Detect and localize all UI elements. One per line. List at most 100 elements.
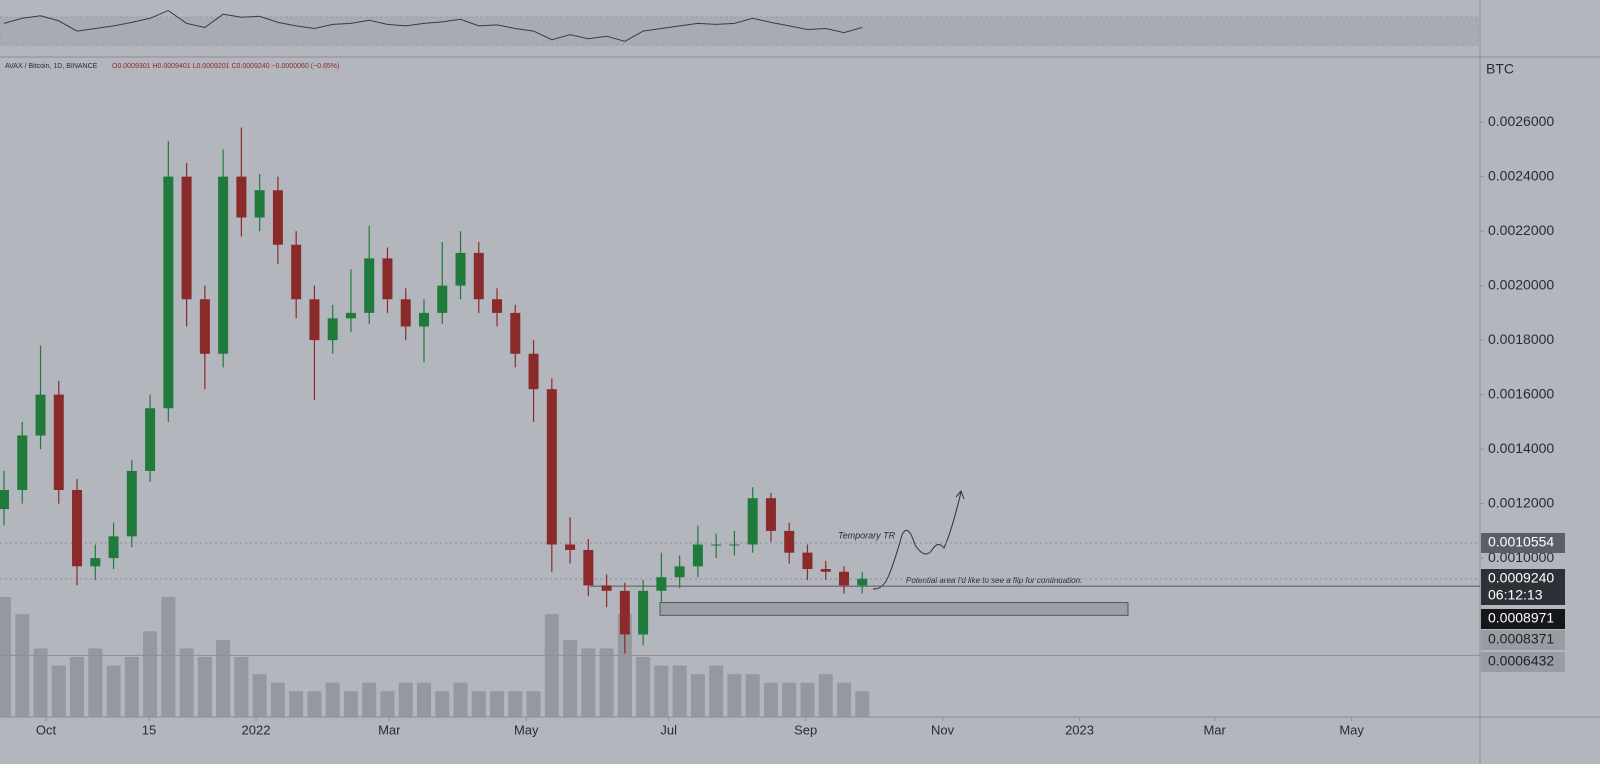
candle-body — [72, 490, 83, 567]
x-tick-label: 2023 — [1065, 722, 1094, 737]
x-tick-label: Mar — [378, 722, 401, 737]
candle-body — [272, 190, 283, 245]
candle-body — [838, 571, 849, 586]
volume-bar — [599, 648, 614, 717]
volume-bar — [800, 682, 815, 717]
candle-body — [437, 285, 448, 313]
candle-body — [236, 176, 247, 218]
volume-bar — [0, 597, 11, 717]
price-label-box — [1481, 652, 1565, 672]
annotation: Temporary TR — [838, 530, 896, 540]
volume-bar — [15, 614, 30, 717]
candle-body — [364, 258, 375, 313]
candle-body — [345, 312, 356, 319]
volume-bar — [563, 639, 578, 717]
x-tick-label: 2022 — [242, 722, 271, 737]
volume-bar — [782, 682, 797, 717]
candle-body — [126, 470, 137, 537]
candle-body — [674, 566, 685, 578]
volume-bar — [526, 691, 541, 717]
countdown-box — [1481, 587, 1565, 605]
candle-body — [0, 490, 9, 510]
candle-body — [163, 176, 174, 409]
volume-bar — [88, 648, 103, 717]
volume-bar — [143, 631, 158, 717]
candle-body — [199, 299, 210, 354]
candle-body — [765, 498, 776, 531]
volume-bar — [763, 682, 778, 717]
volume-bar — [617, 614, 632, 717]
volume-bar — [216, 639, 231, 717]
flip-zone — [659, 602, 1129, 616]
unit-label: BTC — [1486, 61, 1514, 77]
rsi-band — [0, 16, 1479, 46]
volume-bar — [416, 682, 431, 717]
candle-body — [857, 578, 868, 586]
candle-body — [546, 389, 557, 545]
candle-body — [820, 569, 831, 572]
y-tick-label: 0.0024000 — [1488, 167, 1554, 183]
candle-body — [528, 353, 539, 390]
symbol: AVAX / Bitcoin, 1D, BINANCE — [5, 63, 98, 70]
countdown: 06:12:13 — [1488, 587, 1543, 603]
volume-bar — [636, 657, 651, 717]
y-tick-label: 0.0018000 — [1488, 331, 1554, 347]
volume-bar — [33, 648, 48, 717]
volume-bar — [124, 657, 139, 717]
x-tick-label: Jul — [660, 722, 677, 737]
y-tick-label: 0.0014000 — [1488, 440, 1554, 456]
volume-bar — [70, 657, 85, 717]
volume-bar — [325, 682, 340, 717]
candle-body — [784, 530, 795, 553]
volume-bar — [51, 665, 66, 717]
price-label: 0.0010554 — [1488, 534, 1554, 550]
volume-bar — [581, 648, 596, 717]
candle-body — [181, 176, 192, 300]
volume-bar — [362, 682, 377, 717]
candle-body — [492, 299, 503, 313]
y-tick-label: 0.0016000 — [1488, 385, 1554, 401]
x-tick-label: May — [514, 722, 539, 737]
volume-bar — [745, 674, 760, 717]
volume-bar — [106, 665, 121, 717]
candle-body — [309, 299, 320, 341]
volume-bar — [836, 682, 851, 717]
ohlc-readout: O0.0009301 H0.0009401 L0.0009201 C0.0009… — [112, 63, 339, 70]
candle-body — [747, 498, 758, 545]
x-tick-label: Oct — [36, 722, 57, 737]
volume-bar — [855, 691, 870, 717]
volume-bar — [234, 657, 249, 717]
volume-bar — [307, 691, 322, 717]
candle-body — [455, 252, 466, 286]
price-label: 0.0008971 — [1488, 610, 1554, 626]
candle-body — [473, 252, 484, 300]
volume-bar — [161, 597, 176, 717]
volume-bar — [252, 674, 267, 717]
volume-bar — [380, 691, 395, 717]
candle-body — [565, 544, 576, 550]
candle-body — [327, 318, 338, 341]
volume-bar — [544, 614, 559, 717]
y-tick-label: 0.0026000 — [1488, 113, 1554, 129]
candle-body — [400, 299, 411, 327]
candle-body — [802, 552, 813, 570]
candle-body — [53, 394, 64, 491]
volume-bar — [709, 665, 724, 717]
projection-arrowhead — [955, 490, 965, 500]
price-label-box — [1481, 569, 1565, 589]
volume-bar — [179, 648, 194, 717]
price-label: 0.0008371 — [1488, 631, 1554, 647]
volume-bar — [435, 691, 450, 717]
volume-bar — [471, 691, 486, 717]
candle-body — [619, 590, 630, 635]
x-tick-label: Mar — [1203, 722, 1226, 737]
y-tick-label: 0.0020000 — [1488, 276, 1554, 292]
candle-body — [17, 435, 28, 491]
candle-body — [145, 408, 156, 471]
volume-bar — [398, 682, 413, 717]
price-label-box — [1481, 609, 1565, 629]
price-label: 0.0009240 — [1488, 570, 1554, 586]
